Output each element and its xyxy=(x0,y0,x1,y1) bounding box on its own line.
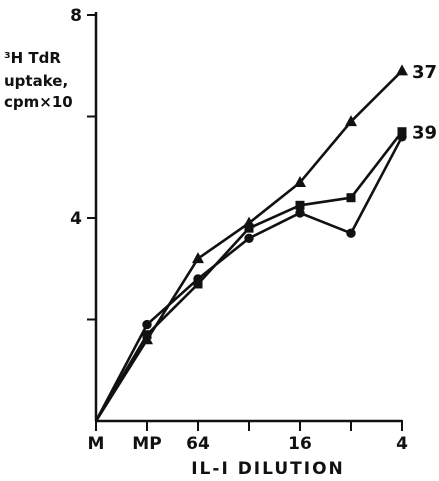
series-39: 39 xyxy=(94,123,437,422)
square-marker-4 xyxy=(295,200,305,210)
square-marker-1 xyxy=(142,330,152,340)
square-marker-5 xyxy=(346,193,356,203)
x-axis-label: IL-I DILUTION xyxy=(191,459,345,479)
y-axis-label-line-2: uptake, xyxy=(4,72,68,90)
series-label-37: 37 xyxy=(412,62,437,83)
y-axis-label: ³H TdR uptake, cpm×10 xyxy=(4,49,73,111)
circle-marker-1 xyxy=(142,319,152,330)
series-line-37 xyxy=(94,69,403,422)
x-ticks: M MP 64 16 4 xyxy=(88,420,408,454)
y-ticks: 84 xyxy=(70,6,97,321)
triangle-marker-5 xyxy=(345,115,357,127)
x-tick-label-2: 64 xyxy=(186,434,210,454)
square-marker-3 xyxy=(244,223,254,233)
y-axis-label-line-3: cpm×10 xyxy=(4,93,73,111)
triangle-marker-4 xyxy=(294,175,306,187)
series-label-39: 39 xyxy=(412,123,437,144)
series-line-circle xyxy=(94,136,404,422)
circle-marker-5 xyxy=(346,228,356,238)
circle-marker-6 xyxy=(397,132,407,142)
axes xyxy=(94,12,402,423)
circle-marker-3 xyxy=(244,233,254,243)
x-tick-label-6: 4 xyxy=(396,434,408,454)
triangle-marker-2 xyxy=(192,252,204,264)
y-axis-label-line-1: ³H TdR xyxy=(4,49,61,67)
square-marker-6 xyxy=(397,127,407,137)
series-circle xyxy=(94,132,407,422)
x-tick-label-4: 16 xyxy=(288,434,312,454)
x-tick-label-0: M xyxy=(88,434,105,454)
circle-marker-4 xyxy=(295,208,305,218)
y-tick-label-8: 8 xyxy=(70,6,82,26)
series-line-39 xyxy=(94,130,404,422)
y-tick-label-4: 4 xyxy=(70,209,82,229)
series-layer: 37 39 xyxy=(94,62,437,422)
series-37: 37 xyxy=(94,62,437,422)
square-marker-2 xyxy=(193,279,203,289)
triangle-marker-6 xyxy=(396,64,408,76)
circle-marker-2 xyxy=(193,274,203,284)
x-tick-label-1: MP xyxy=(132,434,161,454)
